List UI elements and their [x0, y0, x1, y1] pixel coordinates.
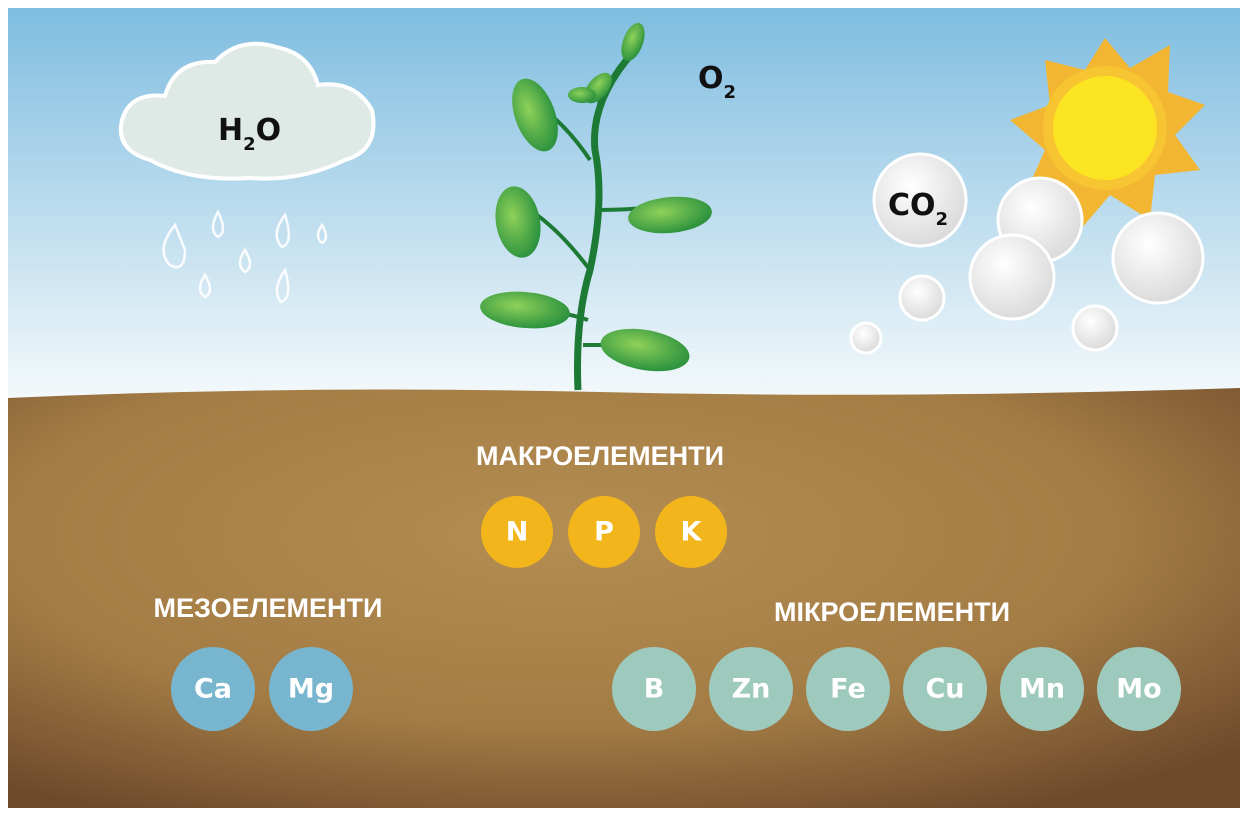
element-symbol: N	[506, 517, 529, 548]
element-symbol: Cu	[925, 674, 964, 705]
group-title: МЕЗОЕЛЕМЕНТИ	[154, 593, 383, 623]
formula-part: O	[698, 61, 724, 96]
element-symbol: B	[644, 674, 665, 705]
formula-h2o: H2O	[218, 113, 281, 155]
element-circle	[481, 496, 553, 568]
element-circle	[655, 496, 727, 568]
element-symbol: Fe	[830, 674, 866, 705]
element-circle	[269, 647, 353, 731]
element-symbol: P	[594, 517, 614, 548]
formula-part: CO	[888, 188, 936, 223]
formula-part: O	[256, 113, 282, 148]
formula-co2: CO2	[888, 188, 948, 230]
formula-part: H	[218, 113, 243, 148]
plant	[480, 22, 712, 391]
element-symbol: Mg	[288, 674, 334, 705]
group-title: МІКРОЕЛЕМЕНТИ	[774, 597, 1010, 627]
formula-o2: O2	[698, 61, 736, 103]
element-circle	[1000, 647, 1084, 731]
formula-sub: 2	[724, 82, 737, 103]
element-symbol: Ca	[194, 674, 232, 705]
element-circle	[903, 647, 987, 731]
element-symbol: Mo	[1116, 674, 1161, 705]
element-circle	[1097, 647, 1181, 731]
group-title: МАКРОЕЛЕМЕНТИ	[476, 441, 724, 471]
elements: N P K Ca Mg B Zn Fe Cu Mn Mo	[171, 496, 1181, 731]
element-circle	[612, 647, 696, 731]
element-circle	[806, 647, 890, 731]
element-symbol: Mn	[1019, 674, 1065, 705]
element-symbol: Zn	[732, 674, 771, 705]
element-circle	[568, 496, 640, 568]
formula-sub: 2	[936, 209, 949, 230]
cloud	[118, 41, 376, 304]
element-circle	[709, 647, 793, 731]
bubbles	[849, 152, 1205, 355]
element-circle	[171, 647, 255, 731]
element-symbol: K	[681, 517, 703, 548]
formula-sub: 2	[243, 134, 256, 155]
